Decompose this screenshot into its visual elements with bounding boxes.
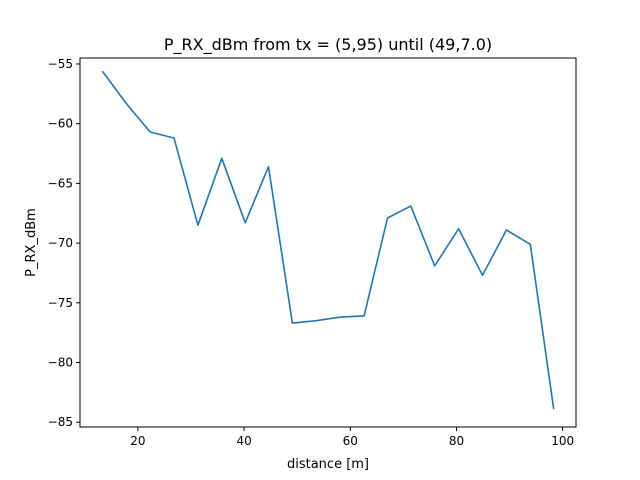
x-tick-label: 40 <box>236 434 251 448</box>
plot-area <box>101 70 555 410</box>
axes-frame <box>79 57 577 428</box>
y-tick-label: −85 <box>48 415 73 429</box>
y-axis-label: P_RX_dBm <box>24 208 39 277</box>
x-axis: 20 40 60 80 100 <box>130 427 574 448</box>
x-axis-label: distance [m] <box>287 457 369 472</box>
x-tick-label: 80 <box>449 434 464 448</box>
y-axis: −55 −60 −65 −70 −75 −80 −85 <box>48 57 80 429</box>
series-line-0 <box>101 70 555 410</box>
y-tick-label: −80 <box>48 356 73 370</box>
y-tick-label: −60 <box>48 117 73 131</box>
y-tick-label: −75 <box>48 296 73 310</box>
chart-title: P_RX_dBm from tx = (5,95) until (49,7.0) <box>164 35 492 55</box>
x-tick-label: 100 <box>551 434 574 448</box>
y-tick-label: −55 <box>48 57 73 71</box>
y-tick-label: −65 <box>48 176 73 190</box>
x-tick-label: 20 <box>130 434 145 448</box>
y-tick-label: −70 <box>48 236 73 250</box>
x-tick-label: 60 <box>343 434 358 448</box>
